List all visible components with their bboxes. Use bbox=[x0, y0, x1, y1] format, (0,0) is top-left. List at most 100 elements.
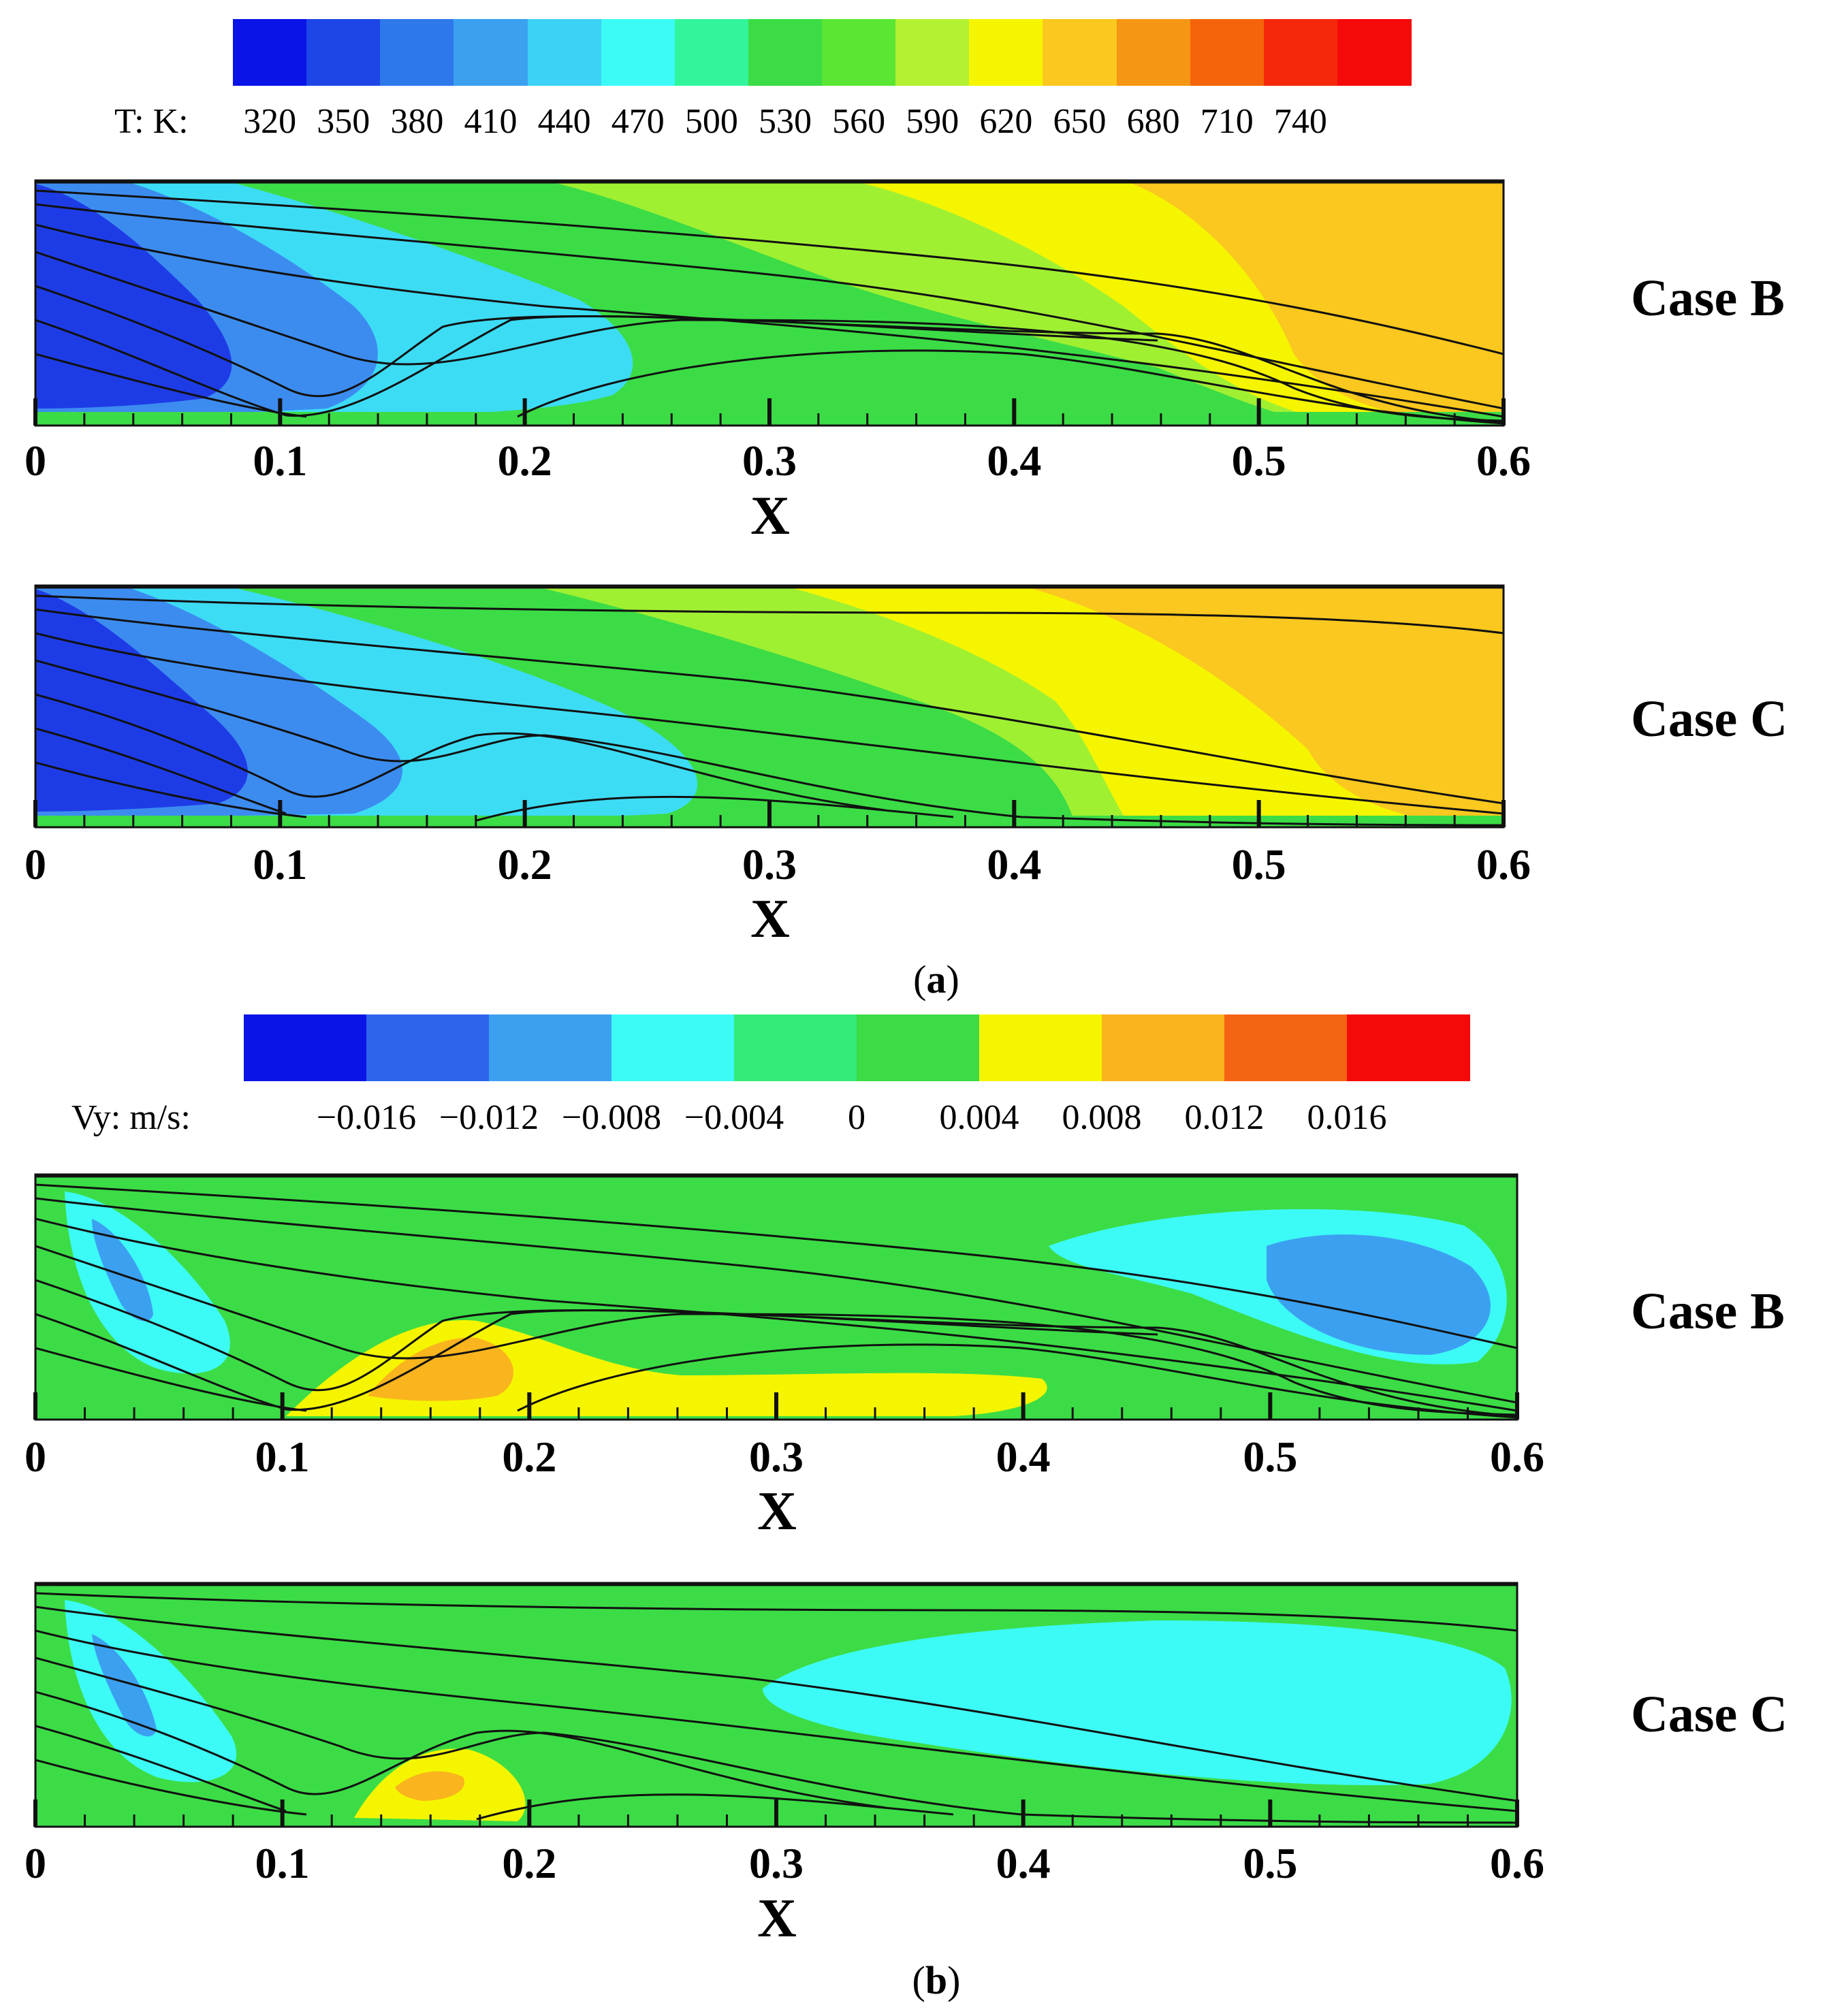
colorbar-swatch bbox=[1337, 19, 1412, 86]
colorbar-swatch bbox=[674, 19, 749, 86]
x-tick-label: 0.5 bbox=[1243, 1839, 1298, 1887]
subfigure-label-b: (b) bbox=[912, 1958, 961, 2002]
streamlines bbox=[35, 586, 1504, 827]
colorbar-tick-label: 380 bbox=[390, 102, 444, 141]
colorbar-tick-label: 0.016 bbox=[1307, 1098, 1387, 1137]
colorbar-swatch bbox=[527, 19, 602, 86]
colorbar-tick-label: 410 bbox=[464, 102, 518, 141]
colorbar-tick-label: 0.004 bbox=[939, 1098, 1019, 1137]
x-tick-label: 0.3 bbox=[749, 1839, 804, 1887]
colorbar-swatch bbox=[489, 1014, 612, 1081]
colorbar-tick-label: 350 bbox=[317, 102, 370, 141]
field-blue-left bbox=[92, 1634, 157, 1737]
x-tick-label: 0.6 bbox=[1476, 840, 1531, 889]
streamlines bbox=[35, 181, 1504, 425]
colorbar-swatch bbox=[244, 1014, 367, 1081]
field-cyan-right bbox=[763, 1620, 1512, 1785]
velocity-colorbar: Vy: m/s: −0.016 −0.012 −0.008 −0.004 0 0.004 0… bbox=[71, 1014, 1470, 1137]
colorbar-swatch bbox=[380, 19, 455, 86]
colorbar-swatch bbox=[979, 1014, 1102, 1081]
colorbar-swatch bbox=[1190, 19, 1265, 86]
colorbar-tick-label: 530 bbox=[758, 102, 812, 141]
colorbar-title: T: K: bbox=[114, 102, 189, 141]
field-orange-lower bbox=[368, 1337, 513, 1401]
x-tick-label: 0 bbox=[25, 436, 46, 485]
x-tick-label: 0.4 bbox=[996, 1433, 1051, 1481]
streamlines bbox=[35, 1175, 1517, 1419]
colorbar-tick-label: 500 bbox=[684, 102, 738, 141]
x-tick-label: 0.5 bbox=[1243, 1433, 1298, 1481]
colorbar-swatch bbox=[822, 19, 897, 86]
x-tick-label: 0.4 bbox=[987, 436, 1042, 485]
x-tick-label: 0.5 bbox=[1231, 840, 1286, 889]
colorbar-tick-label: 0 bbox=[848, 1098, 865, 1137]
colorbar-swatch bbox=[1102, 1014, 1225, 1081]
x-tick-label: 0.1 bbox=[253, 436, 308, 485]
temperature-colorbar: T: K: 320 350 380 410 440 470 500 530 560 590 620 6… bbox=[0, 0, 1844, 157]
x-tick-label: 0.4 bbox=[987, 840, 1042, 889]
colorbar-tick-label: −0.008 bbox=[561, 1098, 662, 1137]
case-label: Case C bbox=[1631, 690, 1788, 748]
x-axis-ticks bbox=[33, 1799, 1519, 1827]
colorbar-tick-label: 710 bbox=[1200, 102, 1254, 141]
x-tick-label: 0.1 bbox=[255, 1839, 310, 1887]
x-axis-title: X bbox=[750, 889, 790, 949]
colorbar-tick-label: 0.008 bbox=[1062, 1098, 1142, 1137]
colorbar-tick-label: 440 bbox=[537, 102, 591, 141]
x-tick-label: 0.2 bbox=[497, 436, 552, 485]
colorbar-swatch bbox=[1263, 19, 1338, 86]
x-tick-label: 0.3 bbox=[749, 1433, 804, 1481]
x-tick-label: 0.3 bbox=[742, 840, 797, 889]
colorbar-swatch bbox=[895, 19, 970, 86]
x-tick-label: 0.3 bbox=[742, 436, 797, 485]
colorbar-tick-label: 650 bbox=[1053, 102, 1107, 141]
x-tick-label: 0.1 bbox=[253, 840, 308, 889]
case-label: Case C bbox=[1631, 1686, 1788, 1743]
colorbar-title: Vy: m/s: bbox=[71, 1098, 191, 1137]
x-tick-label: 0.2 bbox=[497, 840, 552, 889]
x-tick-label: 0 bbox=[25, 1839, 46, 1887]
field-orange-lower bbox=[395, 1771, 464, 1801]
field-blue-left bbox=[92, 1219, 153, 1322]
x-tick-label: 0.4 bbox=[996, 1839, 1051, 1887]
colorbar-swatch bbox=[748, 19, 823, 86]
colorbar-swatch bbox=[1347, 1014, 1470, 1081]
colorbar-tick-label: 0.012 bbox=[1184, 1098, 1265, 1137]
colorbar-swatch bbox=[601, 19, 675, 86]
colorbar-swatch bbox=[611, 1014, 735, 1081]
colorbar-swatch bbox=[1116, 19, 1191, 86]
x-tick-label: 0 bbox=[25, 1433, 46, 1481]
x-axis-ticks bbox=[33, 800, 1506, 827]
x-tick-label: 0.5 bbox=[1231, 436, 1286, 485]
colorbar-swatch bbox=[857, 1014, 980, 1081]
colorbar-tick-label: −0.016 bbox=[316, 1098, 417, 1137]
colorbar-swatch bbox=[734, 1014, 857, 1081]
colorbar-tick-label: −0.012 bbox=[439, 1098, 539, 1137]
x-axis-ticks bbox=[33, 1392, 1519, 1420]
colorbar-swatch bbox=[1224, 1014, 1348, 1081]
colorbar-swatch bbox=[366, 1014, 490, 1081]
x-tick-label: 0.2 bbox=[502, 1839, 557, 1887]
streamlines bbox=[35, 1584, 1517, 1824]
x-tick-label: 0.6 bbox=[1490, 1433, 1544, 1481]
case-label: Case B bbox=[1631, 270, 1785, 327]
colorbar-tick-label: 680 bbox=[1126, 102, 1180, 141]
colorbar-swatch bbox=[454, 19, 528, 86]
colorbar-tick-label: 560 bbox=[832, 102, 886, 141]
colorbar-tick-label: 620 bbox=[979, 102, 1033, 141]
colorbar-tick-label: 320 bbox=[243, 102, 297, 141]
field-cold-region bbox=[35, 184, 232, 409]
x-tick-label: 0.1 bbox=[255, 1433, 310, 1481]
x-axis-title: X bbox=[750, 486, 790, 546]
colorbar-swatch bbox=[1043, 19, 1117, 86]
x-axis-title: X bbox=[757, 1889, 797, 1949]
x-tick-label: 0.6 bbox=[1476, 436, 1531, 485]
colorbar-swatch bbox=[969, 19, 1044, 86]
x-tick-label: 0.6 bbox=[1490, 1839, 1544, 1887]
colorbar-tick-label: 740 bbox=[1273, 102, 1327, 141]
field-blue-right bbox=[1267, 1234, 1491, 1355]
colorbar-tick-label: 470 bbox=[611, 102, 665, 141]
